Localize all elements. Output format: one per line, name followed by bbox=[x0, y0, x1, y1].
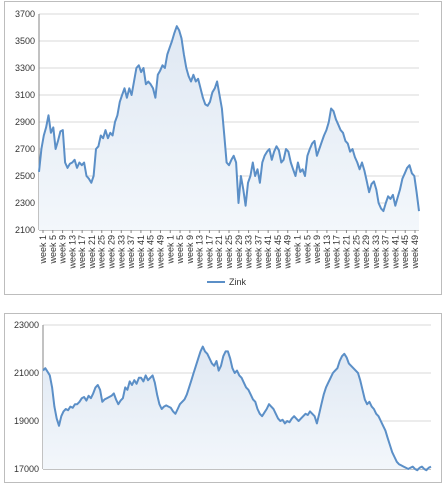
x-tick-label: week 1 bbox=[293, 235, 303, 265]
y-tick-label: 3100 bbox=[15, 90, 35, 100]
x-tick-label: week 5 bbox=[302, 235, 312, 265]
x-tick-label: week 37 bbox=[253, 235, 263, 270]
x-tick-label: week 41 bbox=[136, 235, 146, 270]
x-tick-label: week 21 bbox=[341, 235, 351, 270]
x-tick-label: week 1 bbox=[165, 235, 175, 265]
y-tick-label: 21000 bbox=[14, 368, 39, 378]
x-tick-label: week 33 bbox=[244, 235, 254, 270]
series-area bbox=[43, 346, 431, 471]
x-tick-label: week 17 bbox=[204, 235, 214, 270]
x-tick-label: week 41 bbox=[263, 235, 273, 270]
x-tick-label: week 29 bbox=[107, 235, 117, 270]
y-tick-label: 3700 bbox=[15, 9, 35, 19]
x-tick-label: week 9 bbox=[185, 235, 195, 265]
y-tick-label: 3500 bbox=[15, 36, 35, 46]
x-tick-label: week 9 bbox=[312, 235, 322, 265]
second-chart-panel: 17000 19000 21000 23000 bbox=[4, 313, 442, 483]
y-tick-label: 2900 bbox=[15, 117, 35, 127]
y-tick-label: 2500 bbox=[15, 171, 35, 181]
x-tick-label: week 37 bbox=[381, 235, 391, 270]
x-tick-label: week 33 bbox=[116, 235, 126, 270]
x-tick-label: week 29 bbox=[234, 235, 244, 270]
y-tick-label: 17000 bbox=[14, 464, 39, 474]
x-tick-label: week 21 bbox=[214, 235, 224, 270]
second-chart: 17000 19000 21000 23000 bbox=[14, 320, 432, 474]
x-tick-label: week 17 bbox=[332, 235, 342, 270]
x-tick-label: week 37 bbox=[126, 235, 136, 270]
x-tick-label: week 25 bbox=[224, 235, 234, 270]
x-tick-label: week 33 bbox=[371, 235, 381, 270]
series-area bbox=[39, 26, 419, 231]
x-tick-label: week 45 bbox=[400, 235, 410, 270]
x-tick-label: week 13 bbox=[195, 235, 205, 270]
y-tick-label: 23000 bbox=[14, 320, 39, 330]
x-tick-label: week 25 bbox=[97, 235, 107, 270]
x-tick-label: week 49 bbox=[155, 235, 165, 270]
x-tick-label: week 9 bbox=[58, 235, 68, 265]
x-tick-label: week 5 bbox=[175, 235, 185, 265]
y-tick-label: 2700 bbox=[15, 144, 35, 154]
x-tick-label: week 5 bbox=[48, 235, 58, 265]
legend-label: Zink bbox=[229, 277, 247, 287]
y-tick-label: 2300 bbox=[15, 198, 35, 208]
zink-chart: 2100 2300 2500 2700 2900 3100 3300 3500 3700 week… bbox=[15, 9, 420, 287]
x-tick-label: week 1 bbox=[38, 235, 48, 265]
y-tick-label: 2100 bbox=[15, 225, 35, 235]
zink-chart-panel: 2100 2300 2500 2700 2900 3100 3300 3500 3700 week… bbox=[4, 1, 442, 295]
x-tick-label: week 41 bbox=[390, 235, 400, 270]
x-tick-label: week 21 bbox=[87, 235, 97, 270]
x-tick-label: week 45 bbox=[273, 235, 283, 270]
x-tick-label: week 25 bbox=[351, 235, 361, 270]
y-tick-label: 3300 bbox=[15, 63, 35, 73]
x-tick-label: week 17 bbox=[77, 235, 87, 270]
x-tick-label: week 13 bbox=[67, 235, 77, 270]
x-tick-label: week 49 bbox=[283, 235, 293, 270]
x-tick-label: week 45 bbox=[146, 235, 156, 270]
series-line bbox=[38, 25, 420, 213]
x-tick-label: week 29 bbox=[361, 235, 371, 270]
y-tick-label: 19000 bbox=[14, 416, 39, 426]
x-tick-label: week 13 bbox=[322, 235, 332, 270]
series-line bbox=[42, 345, 432, 472]
x-tick-label: week 49 bbox=[410, 235, 420, 270]
